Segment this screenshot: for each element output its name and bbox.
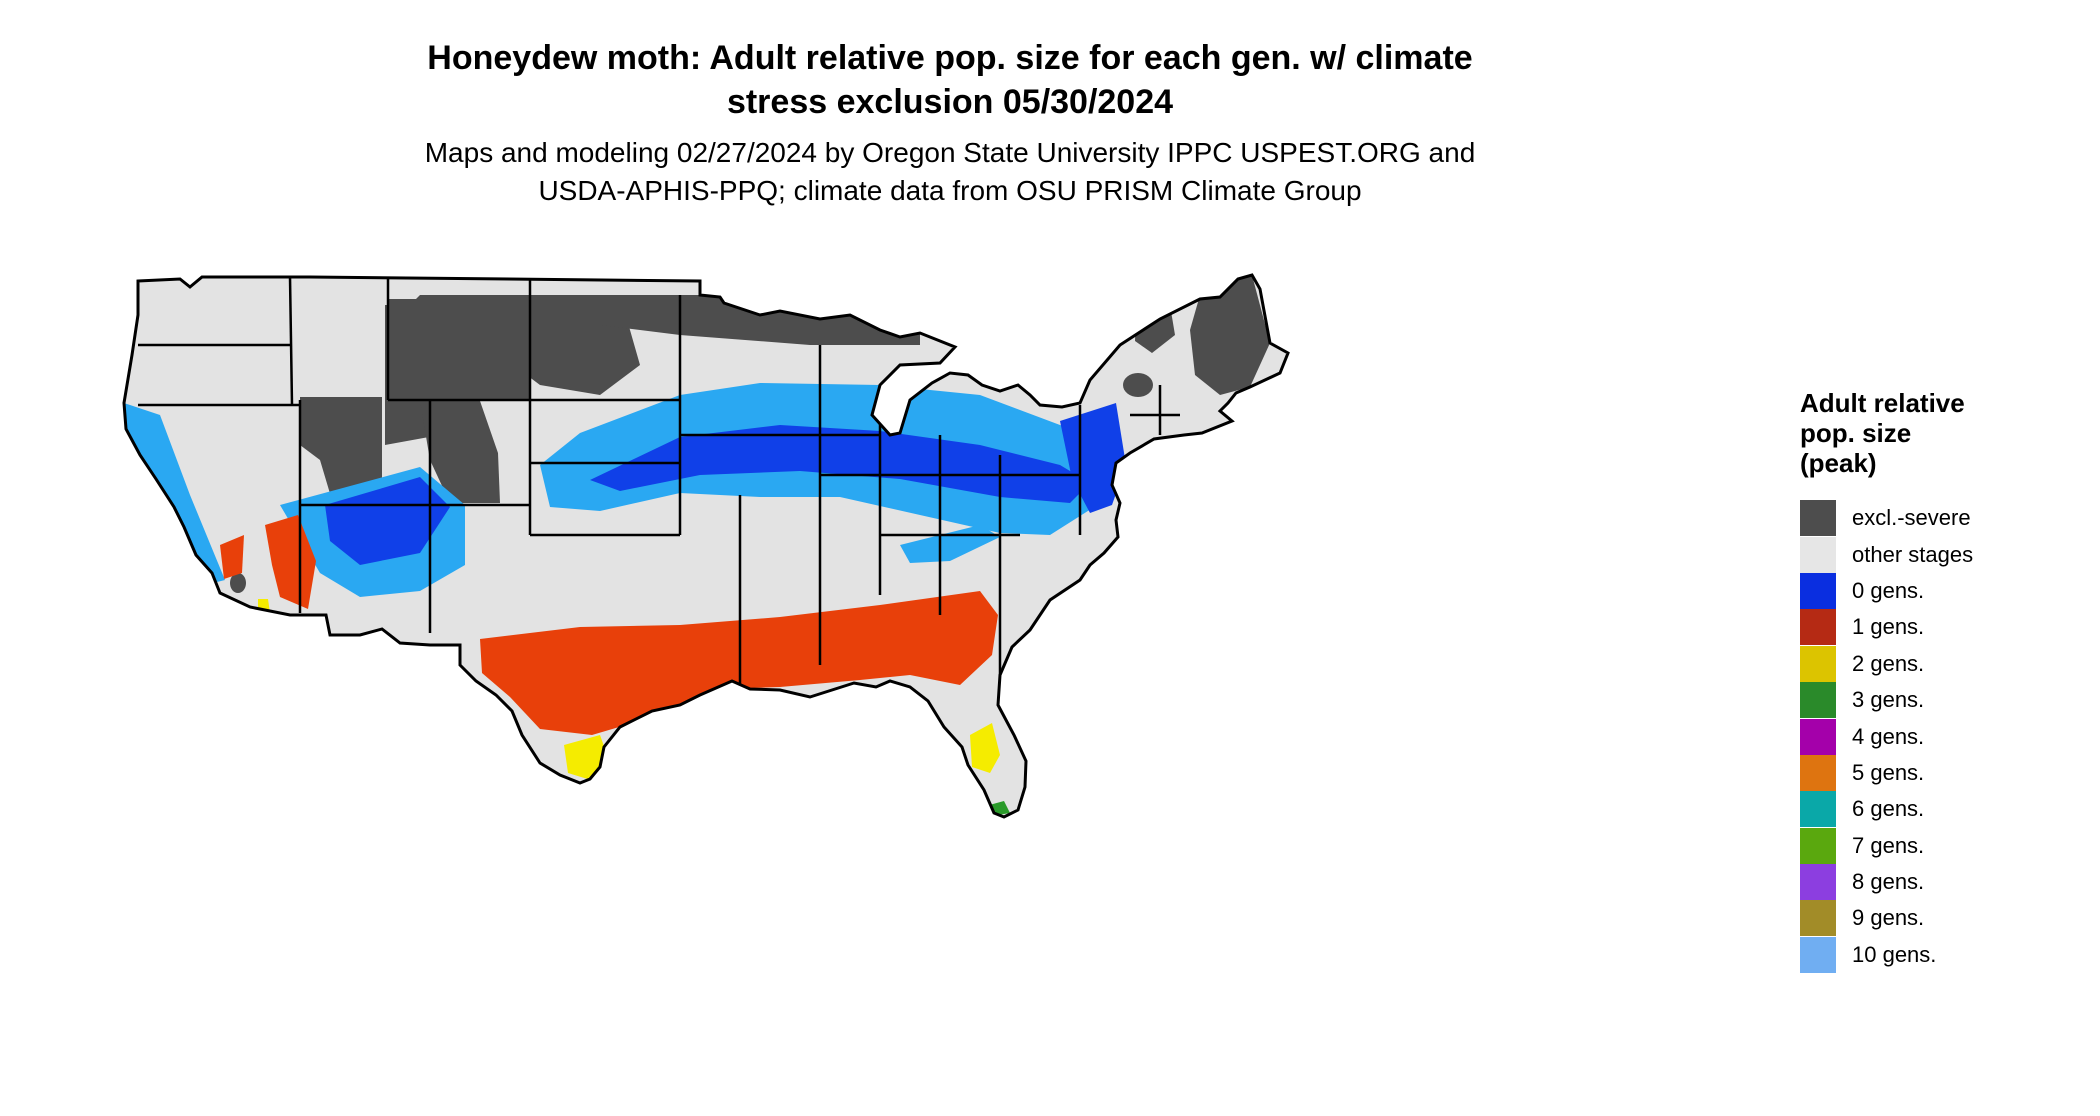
legend-swatch (1800, 609, 1836, 646)
legend-item: 0 gens. (1800, 572, 2080, 609)
legend-item: other stages (1800, 536, 2080, 573)
state-border (288, 276, 294, 406)
map-subtitle-line1: Maps and modeling 02/27/2024 by Oregon S… (424, 137, 1476, 168)
excluded-zone-maine (1190, 275, 1270, 395)
two-gen-zone-south-florida (970, 723, 1000, 773)
map-title-line2: stress exclusion 05/30/2024 (726, 83, 1174, 121)
legend-label: 10 gens. (1852, 941, 1937, 967)
legend-title-line1: Adult relative (1800, 388, 1965, 418)
legend-item: 2 gens. (1800, 645, 2080, 682)
legend-item: 4 gens. (1800, 718, 2080, 755)
legend-item: 5 gens. (1800, 754, 2080, 791)
legend-label: 7 gens. (1852, 832, 1925, 858)
one-gen-zone-colorado-river (220, 535, 244, 579)
legend: Adult relative pop. size (peak) excl.-se… (1800, 388, 2080, 973)
excluded-zone-colorado (420, 401, 500, 503)
excluded-zone-adirondacks (1123, 373, 1153, 397)
zero-gen-zone-southwest-core (325, 477, 450, 565)
legend-label: 9 gens. (1852, 905, 1925, 931)
excluded-zone-upper-peninsula (826, 301, 854, 313)
legend-items: excl.-severe other stages 0 gens. 1 gens. 2 … (1800, 500, 2080, 973)
excluded-zone-wyoming (388, 299, 530, 401)
legend-swatch (1800, 754, 1836, 791)
legend-swatch (1800, 572, 1836, 609)
legend-label: other stages (1852, 541, 1974, 567)
legend-swatch (1800, 682, 1836, 719)
zero-gen-zone-mid-atlantic (1060, 403, 1126, 513)
one-gen-zone-arizona (265, 515, 316, 609)
legend-item: 9 gens. (1800, 900, 2080, 937)
legend-item: 3 gens. (1800, 682, 2080, 719)
state-borders (138, 276, 1180, 695)
legend-swatch (1800, 827, 1836, 864)
legend-swatch (1800, 936, 1836, 973)
us-map (122, 273, 1290, 819)
legend-swatch (1800, 718, 1836, 755)
legend-label: 6 gens. (1852, 796, 1925, 822)
zero-gen-zone-california (124, 403, 225, 585)
legend-label: 5 gens. (1852, 759, 1925, 785)
legend-item: 6 gens. (1800, 791, 2080, 828)
legend-swatch (1800, 500, 1836, 537)
legend-swatch (1800, 900, 1836, 937)
map-subtitle: Maps and modeling 02/27/2024 by Oregon S… (250, 134, 1650, 210)
legend-swatch (1800, 864, 1836, 901)
legend-item: 1 gens. (1800, 609, 2080, 646)
legend-item: 8 gens. (1800, 864, 2080, 901)
legend-title: Adult relative pop. size (peak) (1800, 388, 2080, 478)
legend-item: 10 gens. (1800, 936, 2080, 973)
legend-swatch (1800, 791, 1836, 828)
legend-label: 8 gens. (1852, 869, 1925, 895)
map-title-line1: Honeydew moth: Adult relative pop. size … (427, 39, 1473, 77)
us-outline (122, 273, 1290, 819)
legend-label: 3 gens. (1852, 687, 1925, 713)
map-subtitle-line2: USDA-APHIS-PPQ; climate data from OSU PR… (538, 175, 1362, 206)
legend-item: excl.-severe (1800, 500, 2080, 537)
map-layers (122, 273, 1290, 819)
excluded-zone-sierra (230, 573, 246, 593)
legend-label: 4 gens. (1852, 723, 1925, 749)
zero-gen-zone-washington (178, 275, 248, 279)
zero-gen-zone-core (590, 425, 1090, 503)
legend-swatch (1800, 536, 1836, 573)
legend-label: 2 gens. (1852, 650, 1925, 676)
legend-label: 1 gens. (1852, 614, 1925, 640)
legend-item: 7 gens. (1800, 827, 2080, 864)
legend-label: 0 gens. (1852, 577, 1925, 603)
legend-swatch (1800, 645, 1836, 682)
excluded-zone-utah (300, 397, 382, 507)
legend-title-line2: pop. size (1800, 418, 1912, 448)
legend-title-line3: (peak) (1800, 448, 1877, 478)
map-title: Honeydew moth: Adult relative pop. size … (250, 36, 1650, 124)
legend-label: excl.-severe (1852, 505, 1971, 531)
